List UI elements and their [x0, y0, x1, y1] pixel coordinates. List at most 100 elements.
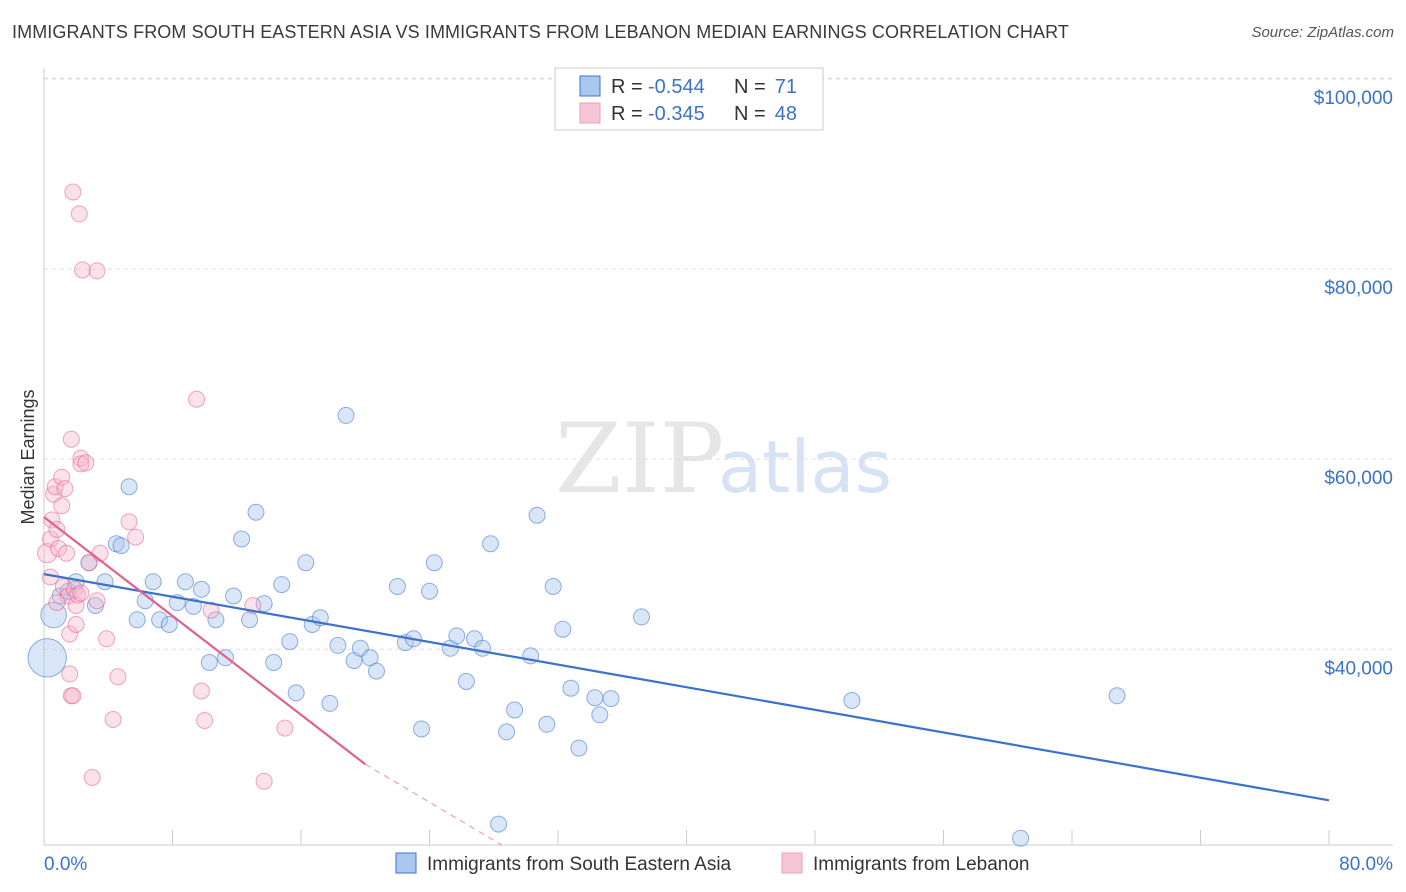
data-point-lebanon [109, 668, 127, 686]
stats-legend-r-label-pink: R = [611, 103, 643, 125]
data-point-lebanon [88, 592, 106, 610]
stats-legend-n-label-pink: N = [734, 103, 766, 125]
gridlines [44, 77, 1393, 650]
data-point-sea [128, 611, 146, 629]
data-point-sea [498, 723, 516, 741]
data-point-lebanon [255, 772, 273, 790]
data-point-sea [233, 530, 251, 548]
data-point-sea [321, 694, 339, 712]
trend-line-sea [43, 573, 1330, 802]
data-point-sea [96, 573, 114, 591]
data-point-lebanon [192, 682, 210, 700]
x-ticks [172, 830, 1330, 845]
data-point-sea [337, 406, 355, 424]
data-point-sea [151, 611, 169, 629]
data-point-sea [490, 815, 508, 833]
trend-line-lebanon-extension [364, 763, 503, 846]
data-point-lebanon [37, 543, 58, 564]
chart-source: Source: ZipAtlas.com [1251, 24, 1394, 41]
data-point-lebanon [48, 521, 66, 538]
data-point-sea [1108, 687, 1126, 705]
data-point-lebanon [64, 687, 82, 705]
data-point-lebanon [48, 594, 66, 612]
data-point-lebanon [64, 183, 82, 201]
series-legend-label-pink: Immigrants from Lebanon [813, 854, 1030, 875]
data-point-lebanon [104, 711, 122, 728]
data-point-sea [448, 627, 466, 645]
data-point-lebanon [74, 261, 91, 279]
data-point-sea [528, 506, 546, 524]
y-axis-label: Median Earnings [18, 389, 38, 524]
data-point-lebanon [120, 513, 138, 531]
data-point-sea [388, 578, 406, 595]
data-point-sea [425, 554, 443, 572]
series-legend-label-blue: Immigrants from South Eastern Asia [427, 854, 732, 875]
data-point-sea [287, 684, 305, 702]
data-point-sea [273, 576, 291, 594]
data-point-lebanon [88, 262, 106, 280]
data-point-lebanon [69, 586, 87, 604]
data-point-sea [207, 611, 225, 629]
data-point-lebanon [276, 719, 294, 737]
data-point-sea [281, 633, 299, 651]
data-point-sea [176, 573, 194, 591]
data-point-lebanon [61, 625, 79, 643]
data-point-sea [297, 554, 315, 572]
data-point-sea [192, 580, 210, 598]
data-point-sea [27, 638, 67, 678]
data-point-sea [506, 701, 524, 719]
data-point-sea [457, 673, 475, 690]
trend-line-lebanon [43, 516, 366, 766]
stats-legend-n-value-pink: 48 [775, 103, 797, 125]
data-point-lebanon [61, 665, 79, 683]
data-point-sea [544, 578, 562, 595]
data-point-sea [160, 616, 178, 633]
data-point-lebanon [50, 540, 67, 557]
data-point-sea [184, 597, 202, 615]
data-point-lebanon [91, 544, 109, 562]
data-point-sea [633, 608, 650, 626]
data-point-sea [586, 689, 604, 707]
data-point-sea [368, 662, 385, 680]
x-tick-label-max: 80.0% [1339, 854, 1393, 875]
trend-lines [43, 516, 1330, 846]
data-point-sea [421, 582, 438, 600]
series-legend-swatch-blue [395, 852, 417, 874]
data-point-lebanon [70, 205, 88, 223]
data-point-sea [120, 478, 138, 496]
watermark-atlas: atlas [718, 425, 892, 509]
data-point-lebanon [196, 712, 214, 729]
series-legend-swatch-pink [781, 852, 803, 874]
data-point-lebanon [72, 449, 90, 467]
data-point-sea [112, 537, 130, 555]
data-point-sea [144, 573, 162, 591]
chart-title: IMMIGRANTS FROM SOUTH EASTERN ASIA VS IM… [12, 22, 1069, 42]
data-point-lebanon [43, 511, 61, 529]
axes [43, 68, 1393, 846]
data-point-sea [602, 690, 620, 708]
data-point-sea [843, 692, 861, 709]
stats-legend-n-label-blue: N = [734, 76, 766, 98]
data-point-sea [562, 679, 580, 697]
data-point-lebanon [188, 390, 206, 408]
y-tick-labels: $40,000 $60,000 $80,000 $100,000 [1314, 88, 1393, 679]
data-point-sea [591, 706, 609, 724]
data-point-sea [40, 601, 67, 629]
data-point-lebanon [62, 430, 80, 448]
data-point-lebanon [53, 468, 71, 486]
data-point-sea [225, 587, 242, 605]
data-point-lebanon [53, 497, 71, 515]
data-point-sea [200, 654, 218, 671]
data-point-sea [329, 636, 347, 654]
data-point-sea [1012, 829, 1030, 847]
y-tick-label: $60,000 [1324, 468, 1393, 489]
data-point-lebanon [58, 544, 75, 562]
stats-legend-r-value-blue: -0.544 [648, 76, 705, 98]
data-point-sea [570, 739, 588, 757]
stats-legend-n-value-blue: 71 [775, 76, 797, 98]
data-point-lebanon [127, 528, 145, 546]
series-legend: Immigrants from South Eastern Asia Immig… [395, 852, 1030, 875]
data-point-lebanon [98, 630, 116, 648]
data-points [27, 183, 1126, 847]
